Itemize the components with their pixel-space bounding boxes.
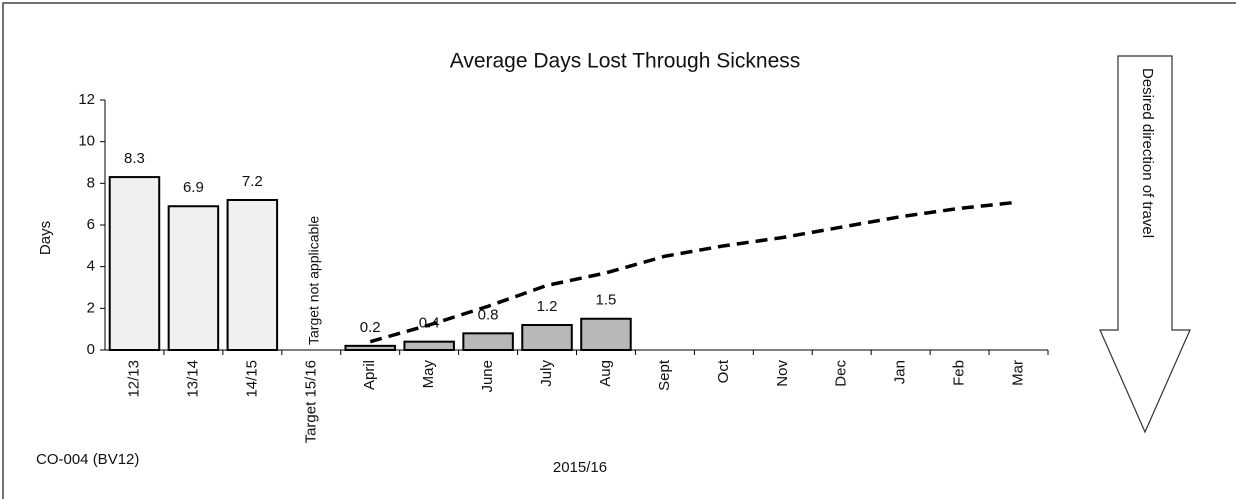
bar: [580, 317, 632, 351]
x-tick-label: Feb: [951, 360, 968, 386]
data-label: 0.8: [478, 306, 499, 323]
x-tick-label: July: [538, 360, 555, 387]
bar: [344, 344, 396, 352]
y-tick-label: 10: [78, 133, 95, 150]
x-tick-label: Mar: [1010, 360, 1027, 386]
y-tick-label: 0: [87, 341, 95, 358]
annotation: CO-004 (BV12): [36, 451, 139, 468]
y-tick-label: 2: [87, 299, 95, 316]
x-tick-label: May: [420, 360, 437, 389]
bar: [462, 332, 514, 352]
x-tick-label: June: [479, 360, 496, 393]
x-tick-label: 14/15: [243, 360, 260, 398]
target-line: [369, 200, 1019, 344]
data-label: 0.2: [360, 319, 381, 336]
data-label: 1.2: [537, 298, 558, 315]
data-label: 1.5: [596, 292, 617, 309]
x-tick-label: 12/13: [125, 360, 142, 398]
x-tick-label: Oct: [715, 359, 732, 383]
x-tick-label: Aug: [597, 360, 614, 387]
y-tick-label: 8: [87, 174, 95, 191]
chart-title: Average Days Lost Through Sickness: [450, 50, 801, 73]
y-axis-label: Days: [37, 221, 54, 255]
x-tick-label: Jan: [892, 360, 909, 384]
x-tick-label: April: [361, 360, 378, 390]
bar: [226, 199, 279, 351]
x-tick-label: 13/14: [184, 360, 201, 398]
y-tick-label: 6: [87, 216, 95, 233]
x-tick-label: Dec: [833, 360, 850, 387]
direction-arrow: [1099, 55, 1191, 434]
x-tick-label: Sept: [656, 359, 673, 391]
data-label: 0.4: [419, 315, 440, 332]
bar: [167, 205, 220, 351]
y-tick-label: 12: [78, 91, 95, 108]
x-axis-label: 2015/16: [553, 459, 607, 476]
x-tick-label: Target 15/16: [302, 360, 319, 443]
y-tick-label: 4: [87, 258, 95, 275]
data-label: 6.9: [183, 179, 204, 196]
data-label: 8.3: [124, 150, 145, 167]
x-tick-label: Nov: [774, 360, 791, 387]
bar: [108, 176, 161, 351]
bar: [521, 324, 573, 351]
annotation: Target not applicable: [306, 216, 322, 345]
data-label: 7.2: [242, 173, 263, 190]
bar: [403, 340, 455, 351]
annotation: Desired direction of travel: [1139, 68, 1156, 238]
